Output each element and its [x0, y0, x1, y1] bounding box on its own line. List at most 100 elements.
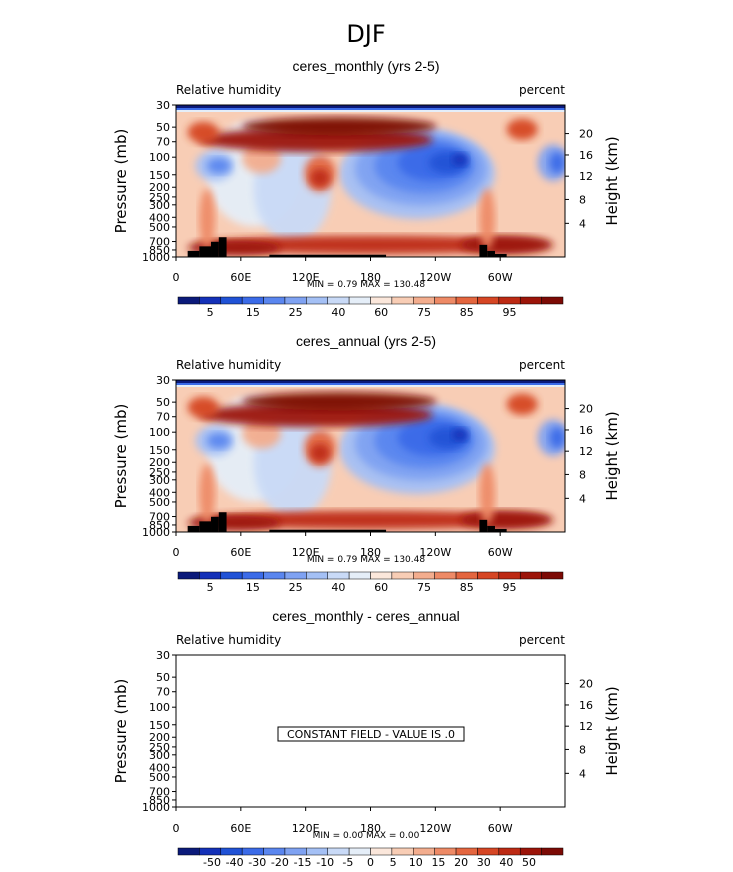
terrain-mask — [199, 521, 212, 532]
x-tick-label: 60W — [488, 822, 513, 835]
colorbar-swatch — [519, 571, 542, 580]
panel-title: ceres_monthly - ceres_annual — [272, 608, 460, 624]
y-tick-label: 100 — [149, 151, 170, 164]
y2-tick-label: 12 — [579, 445, 593, 458]
y-tick-label: 30 — [156, 374, 170, 387]
x-tick-label: 60W — [488, 271, 513, 284]
terrain-mask — [187, 250, 200, 257]
colorbar-swatch — [370, 571, 393, 580]
colorbar-label: 25 — [289, 581, 303, 594]
terrain-mask — [211, 241, 219, 257]
contour-fill — [459, 510, 554, 529]
colorbar-swatch — [391, 296, 414, 305]
colorbar-swatch — [541, 847, 564, 856]
colorbar-label: 95 — [503, 306, 517, 319]
colorbar-swatch — [177, 296, 200, 305]
terrain-mask — [269, 529, 387, 532]
terrain-mask — [479, 244, 488, 257]
y2-tick-label: 16 — [579, 424, 593, 437]
y-tick-label: 850 — [149, 794, 170, 807]
y-tick-label: 250 — [149, 741, 170, 754]
colorbar-label: 5 — [207, 306, 214, 319]
panel: ceres_monthly - ceres_annual Relative hum… — [112, 608, 621, 869]
colorbar-label: 85 — [460, 581, 474, 594]
y-tick-label: 500 — [149, 771, 170, 784]
contour-fill — [452, 428, 468, 441]
field-layer — [176, 380, 565, 532]
x-tick-label: 0 — [173, 271, 180, 284]
panel: ceres_annual (yrs 2-5) Relative humidity p… — [112, 333, 621, 594]
colorbar-swatch — [498, 296, 521, 305]
terrain-mask — [494, 528, 507, 532]
contour-fill — [199, 188, 215, 250]
colorbar-swatch — [220, 847, 243, 856]
field-top-band — [176, 380, 565, 383]
colorbar-swatch — [434, 847, 457, 856]
terrain-mask — [487, 525, 495, 532]
y-tick-label: 200 — [149, 456, 170, 469]
x-tick-label: 60E — [230, 822, 251, 835]
field-top-band — [176, 108, 565, 110]
field-top-band — [176, 105, 565, 108]
terrain-mask — [211, 516, 219, 532]
colorbar-label: 10 — [409, 856, 423, 869]
colorbar-label: 85 — [460, 306, 474, 319]
y-tick-label: 700 — [149, 511, 170, 524]
colorbar-swatch — [519, 847, 542, 856]
y-tick-label: 500 — [149, 221, 170, 234]
colorbar-swatch — [455, 571, 478, 580]
colorbar-swatch — [327, 296, 350, 305]
y2-tick-label: 12 — [579, 720, 593, 733]
panels-layer: ceres_monthly (yrs 2-5) Relative humidity… — [112, 58, 621, 869]
x-tick-label: 0 — [173, 822, 180, 835]
x-tick-label: 120E — [292, 271, 320, 284]
terrain-mask — [494, 253, 507, 257]
colorbar-swatch — [370, 296, 393, 305]
contour-fill — [242, 117, 437, 136]
y-tick-label: 300 — [149, 199, 170, 212]
colorbar-swatch — [327, 847, 350, 856]
colorbar-label: 20 — [454, 856, 468, 869]
colorbar-label: 5 — [207, 581, 214, 594]
y-tick-label: 300 — [149, 749, 170, 762]
y2-tick-label: 4 — [579, 767, 586, 780]
colorbar-label: 15 — [246, 306, 260, 319]
y2-tick-label: 20 — [579, 678, 593, 691]
colorbar-swatch — [199, 296, 222, 305]
contour-fill — [199, 463, 215, 525]
y-tick-label: 100 — [149, 426, 170, 439]
y2-tick-label: 8 — [579, 193, 586, 206]
x-tick-label: 180 — [360, 822, 381, 835]
colorbar-swatch — [519, 296, 542, 305]
y2-tick-label: 4 — [579, 217, 586, 230]
colorbar-label: -20 — [271, 856, 289, 869]
contour-fill — [479, 188, 495, 250]
colorbar-swatch — [306, 296, 328, 305]
colorbar-swatch — [498, 571, 521, 580]
colorbar-swatch — [177, 571, 200, 580]
min-max-label: MIN = 0.79 MAX = 130.48 — [307, 555, 425, 565]
colorbar-label: 60 — [374, 306, 388, 319]
panel-title: ceres_annual (yrs 2-5) — [296, 333, 436, 349]
x-tick-label: 60E — [230, 271, 251, 284]
contour-fill — [195, 235, 546, 254]
y2-axis-label: Height (km) — [603, 411, 621, 500]
colorbar-swatch — [241, 571, 264, 580]
colorbar-swatch — [498, 847, 521, 856]
colorbar-swatch — [348, 847, 371, 856]
colorbar-swatch — [327, 571, 350, 580]
y2-tick-label: 12 — [579, 170, 593, 183]
y-tick-label: 500 — [149, 496, 170, 509]
y-axis-label: Pressure (mb) — [112, 404, 130, 509]
y-tick-label: 700 — [149, 786, 170, 799]
colorbar-swatch — [477, 296, 500, 305]
y2-tick-label: 8 — [579, 743, 586, 756]
y2-tick-label: 20 — [579, 128, 593, 141]
colorbar-label: 15 — [246, 581, 260, 594]
terrain-mask — [187, 525, 200, 532]
colorbar-label: -30 — [248, 856, 266, 869]
panel-left-label: Relative humidity — [176, 633, 281, 647]
y-tick-label: 250 — [149, 191, 170, 204]
colorbar-swatch — [263, 296, 286, 305]
constant-field-label: CONSTANT FIELD - VALUE IS .0 — [287, 728, 455, 741]
